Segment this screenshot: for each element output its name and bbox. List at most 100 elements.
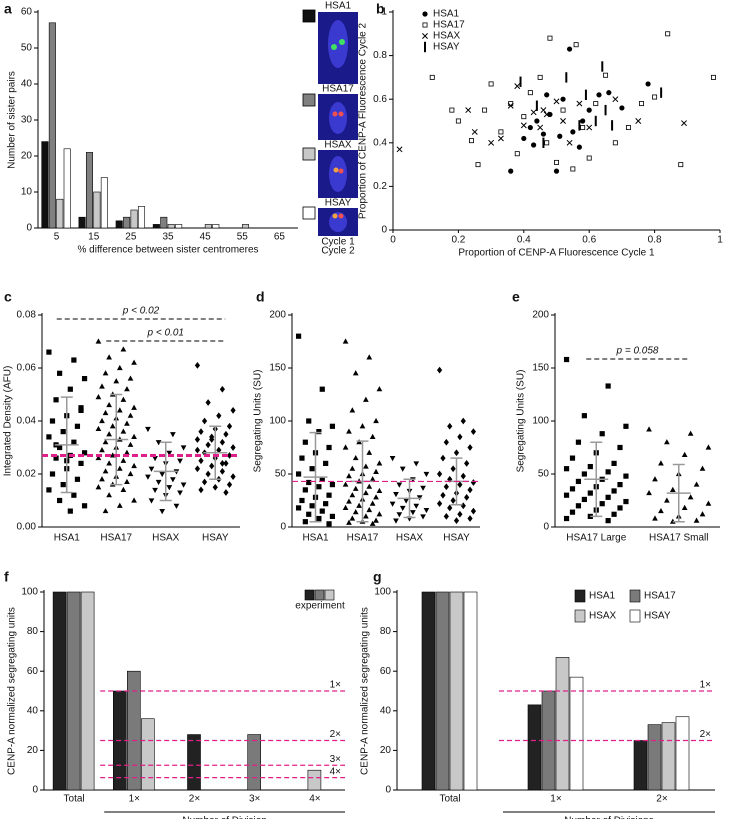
point xyxy=(563,466,570,472)
point xyxy=(177,490,183,496)
point xyxy=(309,466,315,472)
point xyxy=(389,456,396,462)
bar xyxy=(137,206,146,229)
point xyxy=(95,425,102,432)
point xyxy=(566,46,573,52)
point xyxy=(67,508,73,514)
point xyxy=(455,118,461,124)
point xyxy=(306,511,312,517)
point xyxy=(120,346,127,352)
bar xyxy=(80,591,95,791)
x-tick-label: Total xyxy=(439,794,460,805)
y-tick-label: 100 xyxy=(269,416,286,427)
signal xyxy=(339,39,345,45)
signal xyxy=(338,111,344,117)
point xyxy=(106,460,112,466)
point xyxy=(569,455,576,461)
y-tick-label: 0.04 xyxy=(17,416,37,427)
point xyxy=(436,366,443,374)
bar xyxy=(127,670,141,791)
point xyxy=(436,500,443,508)
point xyxy=(363,513,369,519)
y-tick-label: 40 xyxy=(21,79,33,90)
bar xyxy=(661,722,676,791)
point xyxy=(470,507,477,515)
legend-label: HSA17 xyxy=(433,20,465,31)
point xyxy=(124,449,130,455)
point xyxy=(658,507,664,514)
bar xyxy=(463,591,478,791)
point xyxy=(319,476,325,482)
x-tick-label: HSA1 xyxy=(302,533,329,544)
point xyxy=(116,465,123,471)
point xyxy=(645,81,651,87)
y-tick-label: 10 xyxy=(21,187,33,198)
y-tick-label: 60 xyxy=(21,7,33,18)
y-tick-label: 0 xyxy=(381,225,387,236)
point xyxy=(423,507,430,514)
point xyxy=(102,468,109,474)
point xyxy=(440,491,446,499)
point xyxy=(560,118,566,124)
point xyxy=(60,429,66,435)
y-tick-label: 0 xyxy=(32,785,38,796)
point xyxy=(209,462,215,470)
point xyxy=(617,505,623,511)
bar xyxy=(449,591,464,791)
point xyxy=(95,338,102,344)
point xyxy=(423,471,430,478)
point xyxy=(342,504,349,510)
bar xyxy=(527,704,542,791)
legend-label: HSA17 xyxy=(644,591,676,602)
point xyxy=(611,460,617,466)
legend-marker xyxy=(422,11,428,17)
point xyxy=(326,521,332,527)
point xyxy=(212,483,218,491)
point xyxy=(170,477,176,483)
point xyxy=(625,125,631,131)
x-tick-label: HSA17 xyxy=(100,533,132,544)
point xyxy=(306,418,312,424)
point xyxy=(467,515,473,522)
bar xyxy=(52,591,67,791)
point xyxy=(664,439,670,445)
point xyxy=(563,492,570,498)
point xyxy=(352,370,359,376)
legend-swatch xyxy=(324,589,335,601)
point xyxy=(352,485,359,491)
point xyxy=(580,125,586,131)
bar xyxy=(204,224,212,229)
y-tick-label: 0.00 xyxy=(17,522,37,533)
point xyxy=(295,505,302,511)
y-axis-title: CENP-A normalized segregating units xyxy=(360,607,371,775)
point xyxy=(71,492,77,498)
point xyxy=(464,460,470,467)
point xyxy=(116,364,123,371)
point xyxy=(120,428,127,434)
chromosome xyxy=(329,102,347,134)
point xyxy=(369,500,376,506)
point xyxy=(81,450,88,456)
point xyxy=(399,505,406,512)
y-axis-title: CENP-A normalized segregating units xyxy=(7,607,18,775)
point xyxy=(223,430,229,438)
point xyxy=(508,101,514,107)
x-axis-title: % difference between sister centromeres xyxy=(77,245,258,256)
y-tick-label: 50 xyxy=(21,43,33,54)
point xyxy=(699,511,706,517)
panel-letter: c xyxy=(4,289,12,305)
signal xyxy=(338,168,344,174)
point xyxy=(319,386,325,392)
legend-label: experiment xyxy=(295,601,345,612)
bar xyxy=(421,591,436,791)
point xyxy=(453,517,460,525)
point xyxy=(373,417,379,424)
point xyxy=(131,433,137,439)
point xyxy=(177,458,183,464)
bar xyxy=(93,191,101,229)
point xyxy=(396,482,403,488)
point xyxy=(521,114,527,120)
signal xyxy=(331,44,337,50)
legend-swatch xyxy=(574,609,586,623)
point xyxy=(436,470,443,478)
